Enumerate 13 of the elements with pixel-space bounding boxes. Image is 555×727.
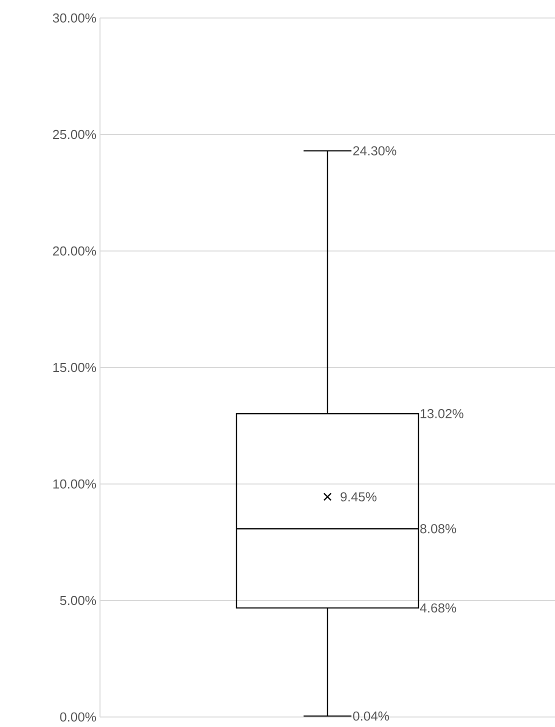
annotation: 13.02% <box>420 409 464 418</box>
annotation: 8.08% <box>420 524 456 534</box>
y-tick-label: 10.00% <box>53 479 96 489</box>
annotation: 0.04% <box>352 711 389 721</box>
annotation: 4.68% <box>420 603 456 613</box>
annotation: 9.45% <box>340 492 376 502</box>
y-tick-label: 15.00% <box>53 362 96 372</box>
y-tick-label: 30.00% <box>52 13 96 23</box>
y-tick-label: 0.00% <box>60 712 96 722</box>
y-tick-label: 20.00% <box>52 246 96 256</box>
y-tick-label: 5.00% <box>60 596 96 606</box>
y-tick-label: 25.00% <box>52 130 96 140</box>
annotation: 24.30% <box>353 146 396 156</box>
